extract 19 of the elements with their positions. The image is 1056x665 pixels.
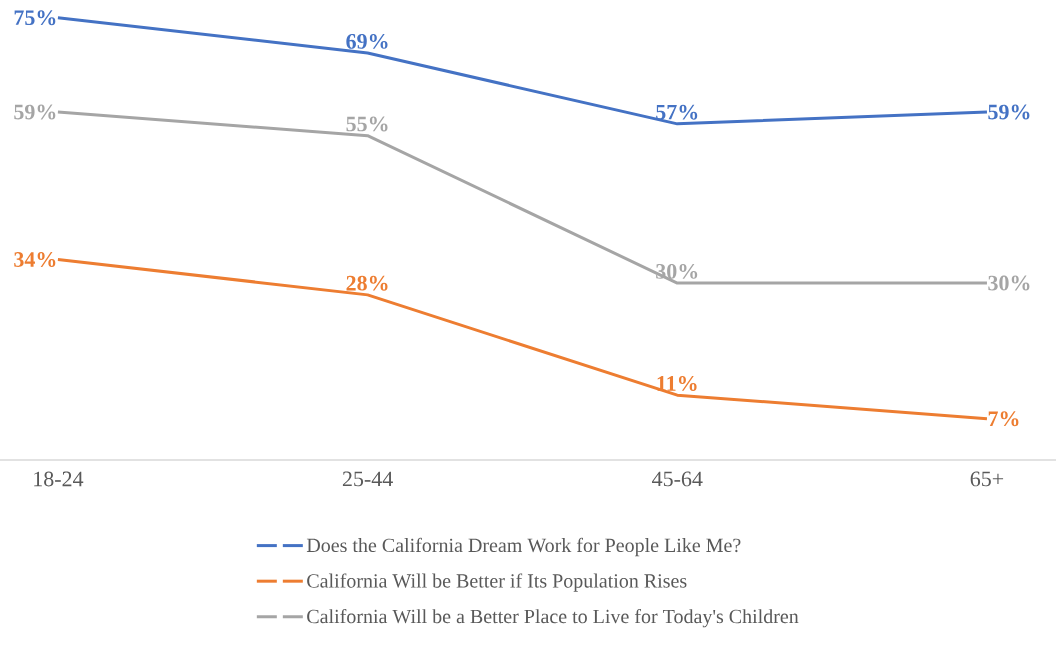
data-label: 7% [988, 411, 1019, 427]
data-label: 55% [346, 116, 388, 132]
data-label: 30% [656, 263, 698, 279]
data-label: 11% [657, 376, 697, 391]
data-label: 34% [14, 252, 56, 267]
data-label: 75% [14, 10, 56, 26]
data-label: 28% [346, 275, 388, 291]
legend-label: Does the California Dream Work for People Like Me? [306, 537, 741, 557]
data-label: 69% [346, 33, 388, 49]
data-label: 30% [988, 275, 1030, 291]
data-label: 59% [988, 104, 1030, 120]
legend-label: California Will be Better if Its Population Rises [307, 573, 687, 592]
data-label: 57% [656, 104, 698, 120]
data-label: 59% [14, 104, 56, 120]
x-tick-label: 45-64 [652, 471, 703, 487]
x-tick-label: 65+ [970, 471, 1004, 487]
x-tick-label: 18-24 [34, 471, 84, 487]
legend-label: California Will be a Better Place to Live for Today's Children [307, 608, 799, 628]
x-tick-label: 25-44 [342, 471, 393, 487]
